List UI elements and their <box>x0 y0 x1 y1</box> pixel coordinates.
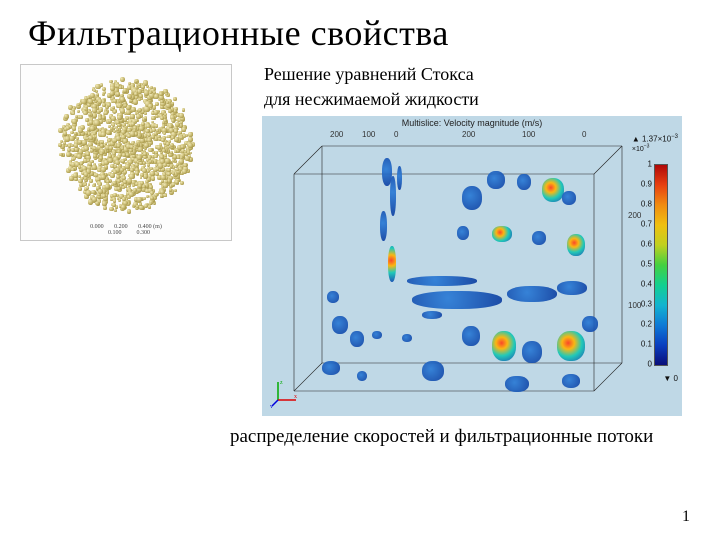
velocity-blob <box>462 186 482 210</box>
right-axis-tick: 100 <box>628 301 641 310</box>
simulation-panel: Multislice: Velocity magnitude (m/s) ▲ 1… <box>262 116 682 416</box>
velocity-blob <box>397 166 402 190</box>
top-axis-tick: 200 <box>330 130 343 139</box>
velocity-blob <box>350 331 364 347</box>
velocity-blob <box>522 341 542 363</box>
colorbar-tick: 0.3 <box>641 300 652 309</box>
colorbar-tick: 1 <box>648 160 652 169</box>
velocity-blob <box>505 376 529 392</box>
velocity-blob <box>380 211 387 241</box>
velocity-blob <box>487 171 505 189</box>
porous-geometry-panel: 0.000 0.200 0.400 (m) 0.100 0.300 <box>20 64 232 241</box>
geometry-scale-bar: 0.000 0.200 0.400 (m) 0.100 0.300 <box>21 224 231 236</box>
velocity-blob <box>322 361 340 375</box>
velocity-blob <box>582 316 598 332</box>
velocity-blob <box>422 311 442 319</box>
right-column: Решение уравнений Стокса для несжимаемой… <box>250 60 700 416</box>
velocity-blob <box>412 291 502 309</box>
content-row: 0.000 0.200 0.400 (m) 0.100 0.300 Решени… <box>0 60 720 416</box>
top-axis-tick: 0 <box>582 130 586 139</box>
velocity-blob <box>542 178 564 202</box>
velocity-blob <box>372 331 382 339</box>
velocity-blob <box>557 281 587 295</box>
velocity-blob <box>517 174 531 190</box>
velocity-blob <box>402 334 412 342</box>
colorbar-tick: 0.8 <box>641 200 652 209</box>
velocity-blob <box>327 291 339 303</box>
velocity-blob <box>357 371 367 381</box>
velocity-blob <box>492 226 512 242</box>
slide-title: Фильтрационные свойства <box>0 0 720 60</box>
velocity-blob <box>388 246 396 282</box>
velocity-blob <box>567 234 585 256</box>
colorbar-tick: 0.4 <box>641 280 652 289</box>
velocity-blob <box>557 331 585 361</box>
colorbar-tick: 0.7 <box>641 220 652 229</box>
colorbar-tick: 0.6 <box>641 240 652 249</box>
top-axis-tick: 100 <box>522 130 535 139</box>
bottom-caption: распределение скоростей и фильтрационные… <box>0 416 720 448</box>
top-axis-tick: 200 <box>462 130 475 139</box>
velocity-blob <box>492 331 516 361</box>
velocity-blob <box>562 374 580 388</box>
top-axis-tick: 100 <box>362 130 375 139</box>
right-axis-tick: 200 <box>628 211 641 220</box>
velocity-blob <box>422 361 444 381</box>
left-column: 0.000 0.200 0.400 (m) 0.100 0.300 <box>20 60 250 416</box>
velocity-blob <box>507 286 557 302</box>
colorbar-tick: 0.1 <box>641 340 652 349</box>
velocity-blob <box>390 176 396 216</box>
velocity-blob <box>332 316 348 334</box>
velocity-blob <box>462 326 480 346</box>
subtitle-line-1: Решение уравнений Стокса <box>264 64 700 85</box>
velocity-blob <box>457 226 469 240</box>
velocity-blob <box>532 231 546 245</box>
colorbar-tick: 0 <box>648 360 652 369</box>
subtitle-line-2: для несжимаемой жидкости <box>264 89 700 110</box>
top-axis-tick: 0 <box>394 130 398 139</box>
velocity-blob <box>407 276 477 286</box>
page-number: 1 <box>682 508 690 526</box>
colorbar-tick: 0.5 <box>641 260 652 269</box>
velocity-blob <box>562 191 576 205</box>
colorbar-tick: 0.9 <box>641 180 652 189</box>
colorbar-tick: 0.2 <box>641 320 652 329</box>
